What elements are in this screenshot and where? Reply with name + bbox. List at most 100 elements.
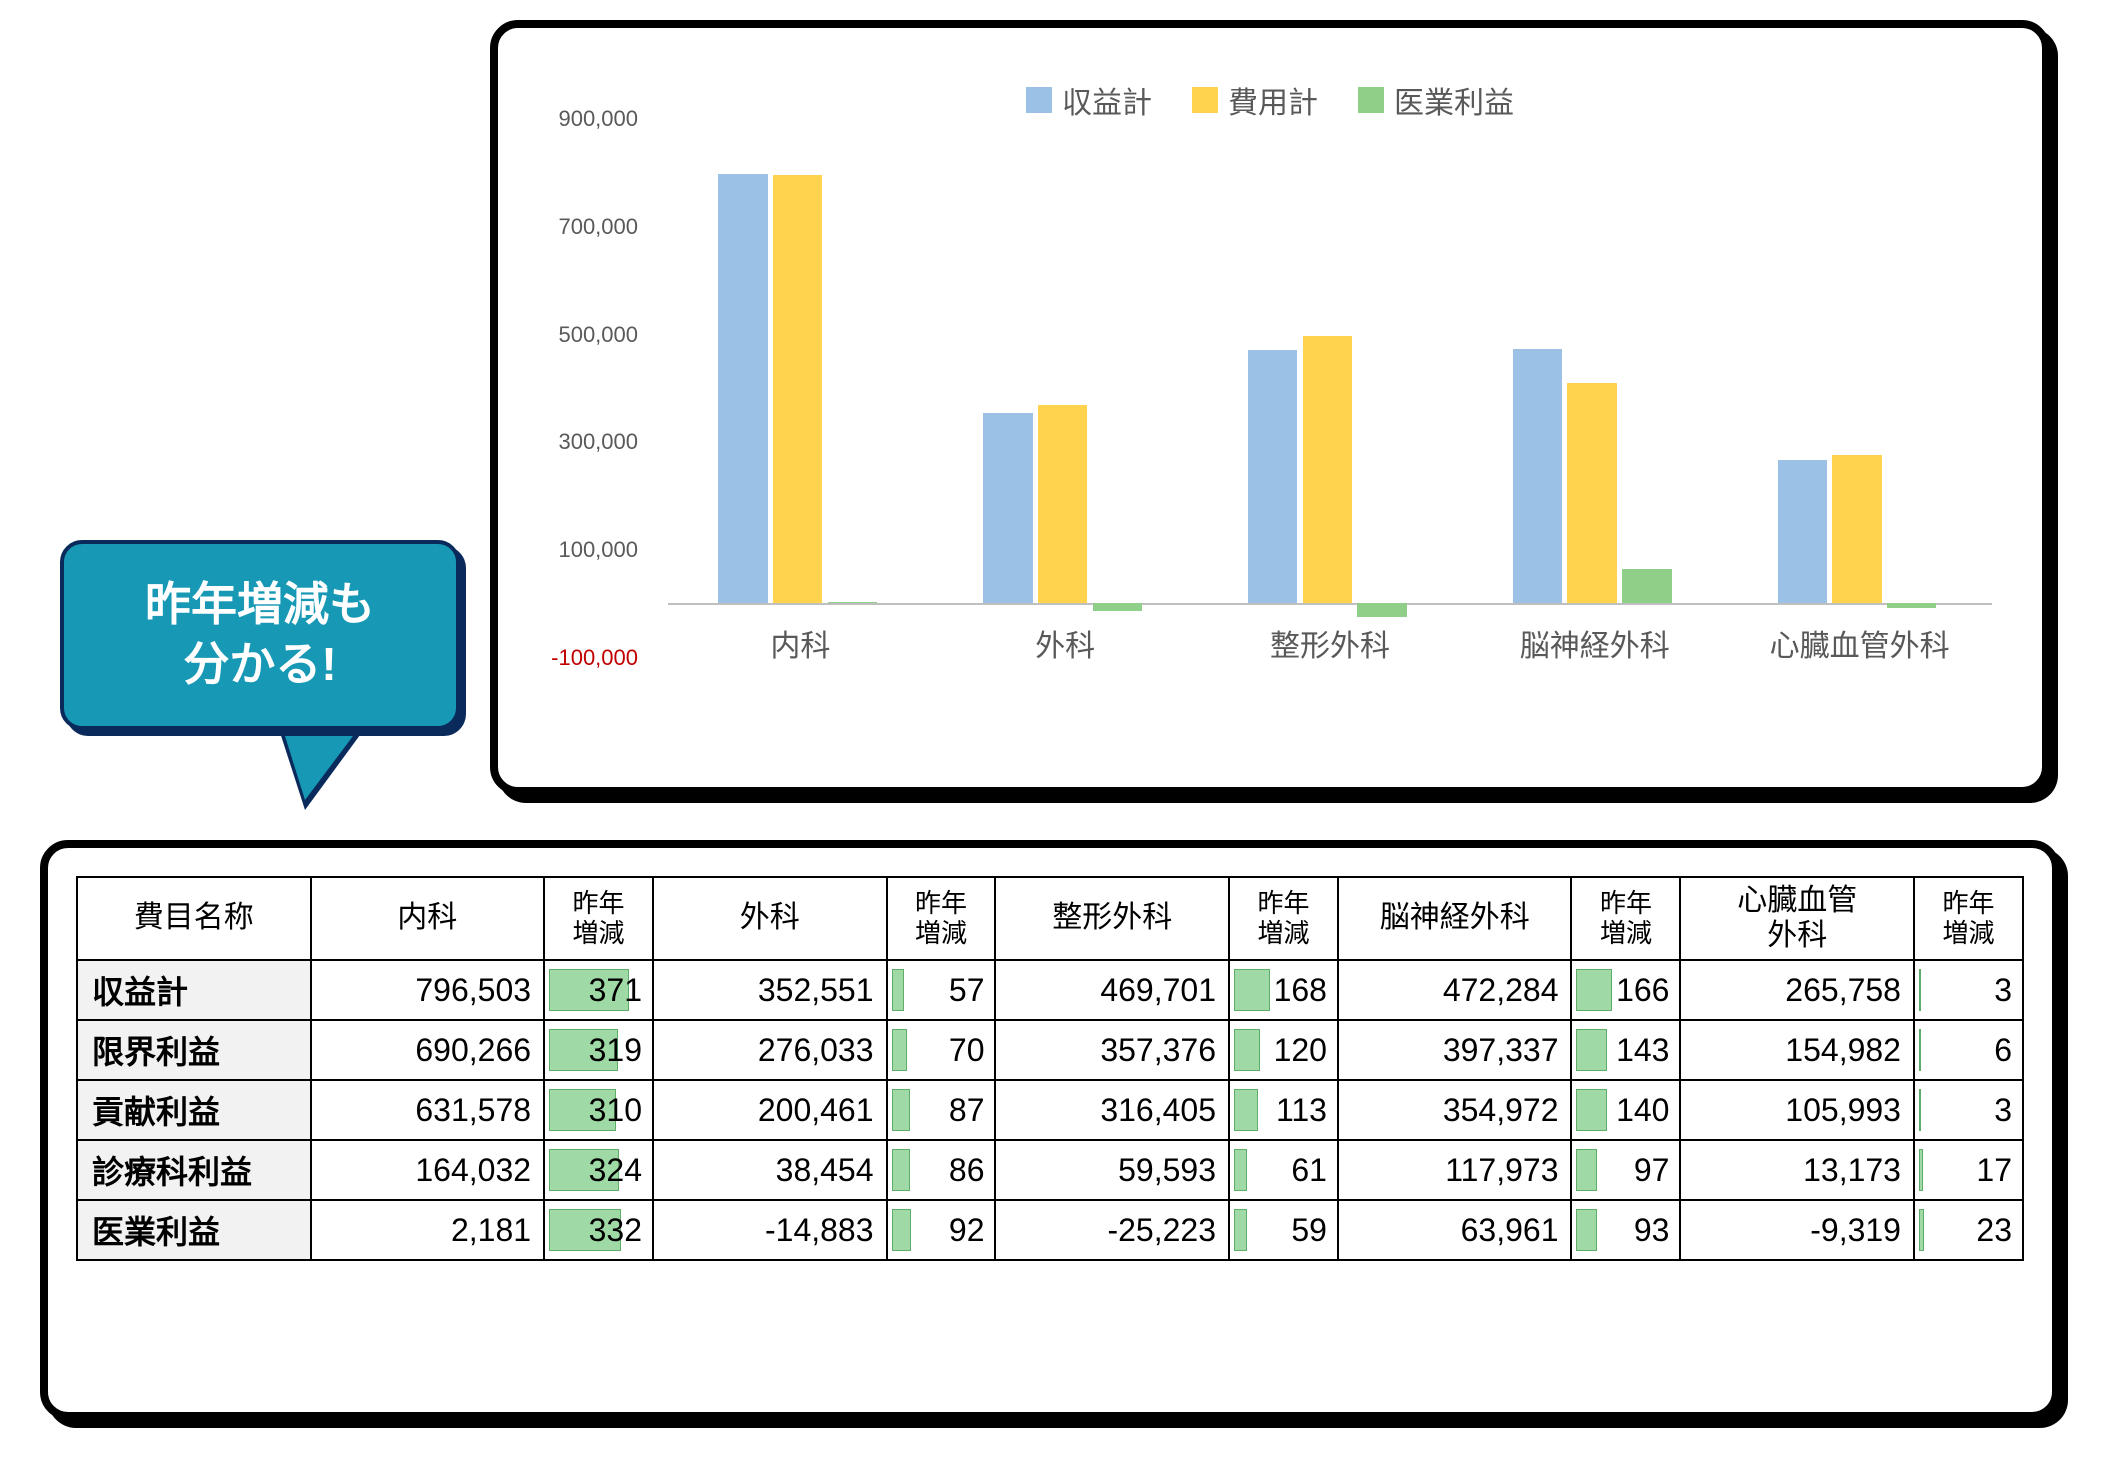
col-header-department: 脳神経外科 (1338, 877, 1572, 960)
value-cell: 265,758 (1680, 960, 1914, 1020)
yoy-cell: 97 (1571, 1140, 1680, 1200)
yoy-cell: 6 (1914, 1020, 2023, 1080)
legend-item: 費用計 (1192, 78, 1318, 122)
callout-tail (280, 720, 365, 800)
legend-item: 医業利益 (1358, 78, 1514, 122)
chart-bar (773, 175, 822, 603)
yoy-value: 93 (1634, 1212, 1670, 1248)
chart-bar (1832, 455, 1881, 603)
value-cell: 352,551 (653, 960, 887, 1020)
yoy-cell: 93 (1571, 1200, 1680, 1260)
yoy-cell: 143 (1571, 1020, 1680, 1080)
yoy-value: 6 (1994, 1032, 2012, 1068)
col-header-department: 内科 (311, 877, 545, 960)
value-cell: -25,223 (995, 1200, 1229, 1260)
yoy-cell: 23 (1914, 1200, 2023, 1260)
chart-bar (1038, 405, 1087, 603)
value-cell: 472,284 (1338, 960, 1572, 1020)
value-cell: 154,982 (1680, 1020, 1914, 1080)
callout-bubble: 昨年増減も 分かる! (60, 540, 460, 730)
x-axis-tick-label: 整形外科 (1210, 621, 1450, 665)
yoy-databar (1919, 969, 1921, 1011)
yoy-cell: 140 (1571, 1080, 1680, 1140)
x-axis-tick-label: 脳神経外科 (1475, 621, 1715, 665)
legend-label: 収益計 (1062, 78, 1152, 122)
chart-bar (1887, 603, 1936, 608)
yoy-databar (892, 1089, 911, 1131)
yoy-databar (1576, 969, 1612, 1011)
yoy-databar (892, 1149, 911, 1191)
yoy-value: 59 (1291, 1212, 1327, 1248)
yoy-value: 92 (949, 1212, 985, 1248)
chart-bar (828, 602, 877, 603)
value-cell: -9,319 (1680, 1200, 1914, 1260)
table-row: 限界利益690,266319276,03370357,376120397,337… (77, 1020, 2023, 1080)
yoy-cell: 332 (544, 1200, 653, 1260)
col-header-yoy: 昨年増減 (544, 877, 653, 960)
table-row: 貢献利益631,578310200,46187316,405113354,972… (77, 1080, 2023, 1140)
yoy-value: 166 (1616, 972, 1669, 1008)
y-axis-tick-label: 300,000 (528, 429, 638, 455)
yoy-databar (1234, 969, 1270, 1011)
row-header: 医業利益 (77, 1200, 311, 1260)
x-axis-tick-label: 外科 (945, 621, 1185, 665)
value-cell: 13,173 (1680, 1140, 1914, 1200)
yoy-cell: 120 (1229, 1020, 1338, 1080)
value-cell: 164,032 (311, 1140, 545, 1200)
yoy-value: 120 (1274, 1032, 1327, 1068)
y-axis-tick-label: -100,000 (528, 645, 638, 671)
yoy-value: 23 (1976, 1212, 2012, 1248)
yoy-value: 140 (1616, 1092, 1669, 1128)
yoy-value: 143 (1616, 1032, 1669, 1068)
yoy-databar (1234, 1209, 1247, 1251)
yoy-value: 97 (1634, 1152, 1670, 1188)
yoy-databar (892, 969, 904, 1011)
chart-bar (1093, 603, 1142, 611)
col-header-department: 心臓血管外科 (1680, 877, 1914, 960)
yoy-cell: 319 (544, 1020, 653, 1080)
value-cell: 357,376 (995, 1020, 1229, 1080)
chart-bar (1622, 569, 1671, 603)
yoy-databar (1919, 1029, 1921, 1071)
col-header-department: 整形外科 (995, 877, 1229, 960)
chart-plot-area (668, 118, 1992, 657)
table-row: 医業利益2,181 332 -14,883 92 -25,223 59 63,961 93 -9… (77, 1200, 2023, 1260)
value-cell: 276,033 (653, 1020, 887, 1080)
yoy-cell: 168 (1229, 960, 1338, 1020)
value-cell: -14,883 (653, 1200, 887, 1260)
col-header-yoy: 昨年増減 (1571, 877, 1680, 960)
legend-label: 費用計 (1228, 78, 1318, 122)
value-cell: 200,461 (653, 1080, 887, 1140)
value-cell: 469,701 (995, 960, 1229, 1020)
value-cell: 63,961 (1338, 1200, 1572, 1260)
col-header-item: 費目名称 (77, 877, 311, 960)
x-axis-tick-label: 心臓血管外科 (1740, 621, 1980, 665)
chart-baseline (668, 603, 1992, 605)
chart-legend: 収益計 費用計医業利益 (1026, 78, 1514, 122)
yoy-cell: 310 (544, 1080, 653, 1140)
yoy-value: 319 (589, 1032, 642, 1068)
legend-swatch (1026, 87, 1052, 113)
chart-bar (718, 174, 767, 603)
value-cell: 2,181 (311, 1200, 545, 1260)
value-cell: 631,578 (311, 1080, 545, 1140)
yoy-databar (1919, 1209, 1924, 1251)
table-header-row: 費目名称内科昨年増減外科昨年増減整形外科昨年増減脳神経外科昨年増減心臓血管外科昨… (77, 877, 2023, 960)
legend-swatch (1358, 87, 1384, 113)
yoy-cell: 166 (1571, 960, 1680, 1020)
yoy-cell: 87 (887, 1080, 996, 1140)
yoy-value: 61 (1291, 1152, 1327, 1188)
yoy-value: 332 (589, 1212, 642, 1248)
yoy-value: 57 (949, 972, 985, 1008)
col-header-yoy: 昨年増減 (1914, 877, 2023, 960)
chart-bar (1567, 383, 1616, 603)
value-cell: 397,337 (1338, 1020, 1572, 1080)
chart-bar (1303, 336, 1352, 603)
yoy-value: 86 (949, 1152, 985, 1188)
row-header: 診療科利益 (77, 1140, 311, 1200)
yoy-cell: 113 (1229, 1080, 1338, 1140)
value-cell: 59,593 (995, 1140, 1229, 1200)
yoy-value: 168 (1274, 972, 1327, 1008)
yoy-cell: 61 (1229, 1140, 1338, 1200)
y-axis-tick-label: 900,000 (528, 106, 638, 132)
